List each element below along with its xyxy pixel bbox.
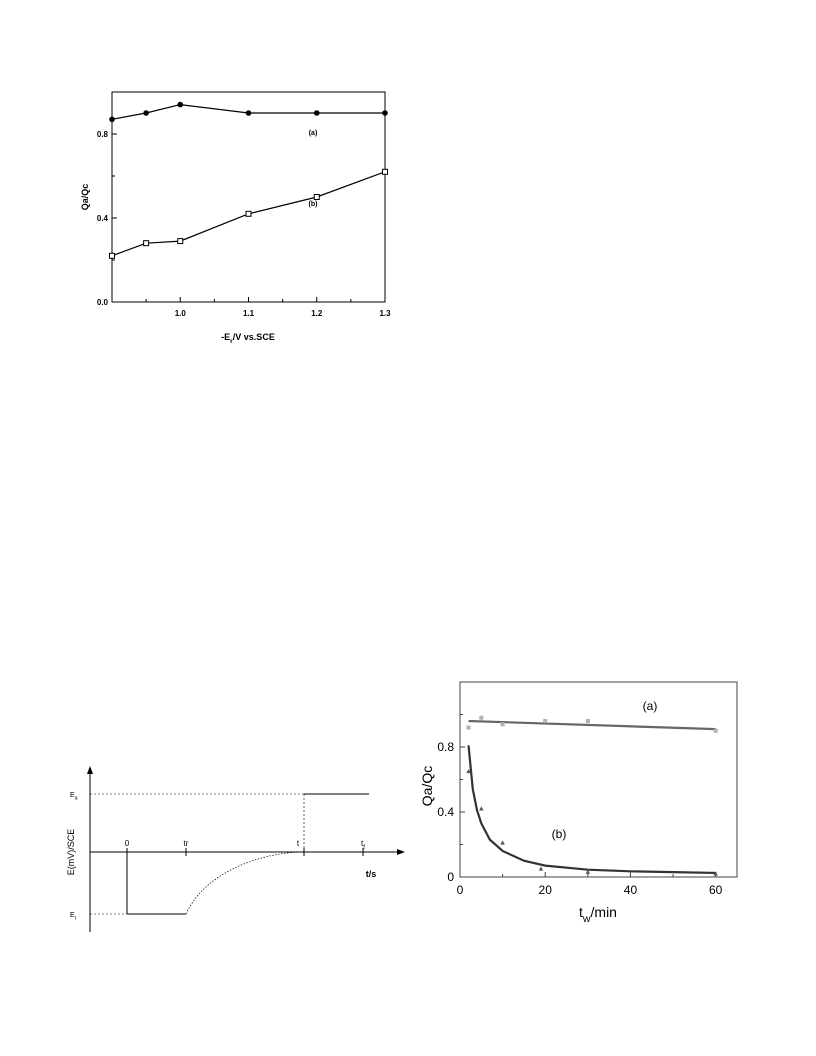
c1-plot-frame bbox=[111, 91, 386, 303]
c2-time-label: tr bbox=[184, 839, 189, 848]
c2-ea-label: Ea bbox=[70, 792, 78, 801]
c3-point-b bbox=[713, 871, 718, 876]
c1-point-b bbox=[313, 194, 320, 200]
c1-point-a bbox=[382, 110, 388, 116]
c1-x-tick-label: 1.0 bbox=[175, 309, 187, 318]
c2-y-axis-arrow bbox=[87, 766, 93, 774]
c3-annotation-a: (a) bbox=[643, 699, 658, 713]
c3-point-a bbox=[479, 715, 484, 720]
c2-er-label: Er bbox=[70, 912, 77, 921]
c1-point-a bbox=[177, 101, 184, 108]
c1-y-tick-label: 0.8 bbox=[97, 130, 109, 139]
c3-point-b bbox=[585, 869, 591, 874]
c3-fit-line-b bbox=[467, 745, 716, 875]
c1-x-tick-label: 1.1 bbox=[243, 309, 255, 318]
c3-annotation-b: (b) bbox=[552, 827, 567, 841]
c3-point-a bbox=[585, 719, 590, 723]
c3-point-b bbox=[500, 840, 505, 845]
c1-annotation-a: (a) bbox=[309, 130, 318, 137]
c2-time-label-tf: tf bbox=[361, 839, 365, 851]
c1-x-tick-label: 1.3 bbox=[379, 309, 391, 318]
c1-point-a bbox=[143, 110, 149, 116]
c3-point-b bbox=[538, 866, 544, 871]
c3-point-a bbox=[543, 719, 548, 723]
c1-series-line-b bbox=[111, 171, 386, 257]
c3-y-tick-label: 0 bbox=[447, 870, 454, 884]
c1-point-b bbox=[245, 210, 252, 217]
c3-x-tick-label: 40 bbox=[624, 883, 638, 897]
c3-x-axis-label: tw/min bbox=[579, 904, 617, 925]
c1-point-b bbox=[109, 252, 115, 259]
c3-y-axis-label: Qa/Qc bbox=[419, 766, 435, 806]
c1-point-a bbox=[109, 116, 115, 123]
c2-y-axis-label: E(mV)/SCE bbox=[66, 829, 76, 876]
c3-point-a bbox=[713, 728, 718, 733]
c3-y-tick-label: 0.4 bbox=[437, 805, 454, 819]
c1-point-a bbox=[313, 110, 320, 116]
c3-point-b bbox=[466, 768, 471, 774]
c3-x-tick-label: 20 bbox=[539, 883, 553, 897]
c1-point-b bbox=[382, 168, 388, 175]
c2-time-label: 0 bbox=[125, 839, 130, 848]
c1-x-axis-label: -Er/V vs.SCE bbox=[221, 332, 275, 345]
c1-point-b bbox=[177, 238, 184, 245]
c2-x-axis-label: t/s bbox=[366, 869, 377, 879]
c1-point-a bbox=[245, 110, 252, 116]
c3-x-tick-label: 0 bbox=[457, 883, 464, 897]
c1-annotation-b: (b) bbox=[309, 201, 318, 208]
c3-fit-line-a bbox=[468, 719, 716, 731]
c3-x-tick-label: 60 bbox=[709, 883, 723, 897]
c1-point-b bbox=[143, 240, 150, 247]
c1-y-axis-label: Qa/Qc bbox=[80, 184, 90, 211]
c1-series-line-a bbox=[111, 103, 385, 120]
c3-point-b bbox=[479, 806, 484, 811]
c2-relaxation-curve bbox=[185, 851, 305, 915]
c1-y-tick-label: 0.4 bbox=[97, 214, 109, 223]
c3-plot-frame bbox=[459, 681, 738, 878]
c2-x-axis-arrow bbox=[397, 849, 405, 855]
c3-point-a bbox=[466, 725, 471, 730]
c2-time-label: t bbox=[297, 839, 300, 848]
c1-y-tick-label: 0.0 bbox=[97, 298, 109, 307]
c3-point-a bbox=[500, 722, 505, 727]
c1-x-tick-label: 1.2 bbox=[311, 309, 323, 318]
c3-y-tick-label: 0.8 bbox=[437, 740, 454, 754]
